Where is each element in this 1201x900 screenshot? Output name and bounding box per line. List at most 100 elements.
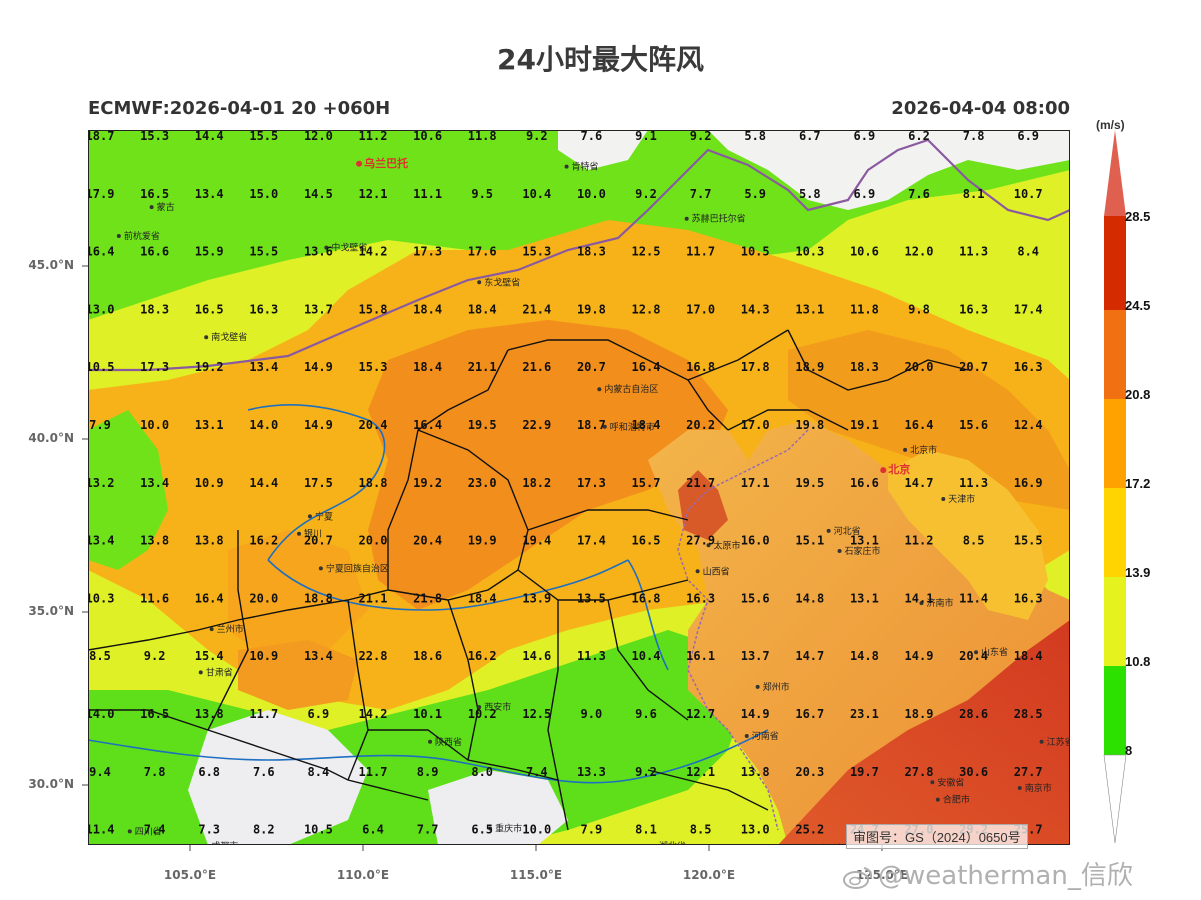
gust-value: 23.1: [850, 707, 879, 721]
gust-value: 10.7: [1014, 187, 1043, 201]
rivers: [88, 404, 769, 784]
gust-value: 15.3: [359, 360, 388, 374]
gust-value: 14.8: [795, 591, 824, 605]
gust-value: 7.8: [963, 130, 985, 143]
lat-label-35: 35.0°N: [28, 604, 74, 618]
gust-value: 11.3: [577, 649, 606, 663]
gust-value: 9.2: [690, 130, 712, 143]
legend-band-17-21: [1104, 399, 1126, 488]
gust-value: 16.1: [686, 649, 715, 663]
gust-value: 13.6: [304, 245, 333, 259]
gust-value: 17.0: [686, 302, 715, 316]
gust-value: 10.6: [413, 130, 442, 143]
gust-value: 16.6: [850, 476, 879, 490]
gust-value: 21.7: [686, 476, 715, 490]
gust-value: 6.9: [854, 187, 876, 201]
gust-value: 13.5: [577, 591, 606, 605]
place-label: 中戈壁省: [331, 242, 367, 254]
place-marker: [297, 531, 302, 536]
gust-value: 7.4: [144, 823, 166, 837]
gust-value: 5.8: [799, 187, 821, 201]
gust-value: 19.5: [795, 476, 824, 490]
gust-value: 16.4: [632, 360, 661, 374]
gust-value: 16.3: [1014, 591, 1043, 605]
gust-value: 27.7: [1014, 765, 1043, 779]
lat-label-40: 40.0°N: [28, 431, 74, 445]
gust-map[interactable]: 乌兰巴托肯特省蒙古苏赫巴托尔省前杭爱省中戈壁省东戈壁省南戈壁省黑龙江省哈尔滨市长…: [88, 130, 1070, 845]
gust-value: 16.8: [686, 360, 715, 374]
gust-value: 10.5: [741, 245, 770, 259]
gust-value: 14.7: [795, 649, 824, 663]
gust-value: 14.7: [905, 476, 934, 490]
coast-border: [677, 429, 809, 831]
place-marker: [706, 543, 711, 548]
gust-value: 25.2: [795, 823, 824, 837]
gust-value: 14.0: [249, 418, 278, 432]
legend-label-13-9: 13.9: [1125, 565, 1151, 580]
place-marker: [755, 684, 760, 689]
gust-value: 13.1: [850, 534, 879, 548]
place-label: 成都市: [211, 840, 238, 845]
gust-value: 8.1: [963, 187, 985, 201]
gust-value: 13.4: [140, 476, 169, 490]
gust-value: 8.5: [690, 823, 712, 837]
gust-value: 16.4: [413, 418, 442, 432]
zone-white-sw: [188, 710, 368, 845]
gust-value: 16.4: [88, 245, 114, 259]
gust-value: 15.5: [249, 130, 278, 143]
gust-value: 15.3: [522, 245, 551, 259]
gust-value: 21.1: [359, 591, 388, 605]
gust-value: 11.7: [359, 765, 388, 779]
gust-value: 11.8: [850, 302, 879, 316]
gust-value: 19.4: [522, 534, 551, 548]
gust-value: 18.3: [850, 360, 879, 374]
gust-value: 20.0: [905, 360, 934, 374]
gust-value: 10.4: [632, 649, 661, 663]
gust-value: 16.7: [795, 707, 824, 721]
place-label: 河北省: [834, 525, 861, 537]
place-marker: [744, 734, 749, 739]
gust-value: 8.5: [963, 534, 985, 548]
gust-value: 18.9: [905, 707, 934, 721]
map-title: 24小时最大阵风: [497, 43, 704, 76]
gust-value: 8.2: [253, 823, 275, 837]
gust-value: 8.5: [89, 649, 111, 663]
gust-value: 10.3: [795, 245, 824, 259]
gust-value: 20.4: [959, 649, 988, 663]
place-label: 江苏省: [1047, 736, 1070, 748]
gust-value: 6.4: [362, 823, 384, 837]
gust-value: 18.8: [304, 591, 333, 605]
gust-value: 30.6: [959, 765, 988, 779]
gust-value: 15.6: [959, 418, 988, 432]
gust-value: 13.1: [795, 302, 824, 316]
gust-value: 8.1: [635, 823, 657, 837]
gust-value: 18.2: [522, 476, 551, 490]
legend-label-24-5: 24.5: [1125, 298, 1151, 313]
gust-value: 11.2: [359, 130, 388, 143]
gust-value: 7.9: [581, 823, 603, 837]
gust-value: 7.6: [253, 765, 275, 779]
place-marker: [318, 566, 323, 571]
gust-value: 6.9: [308, 707, 330, 721]
place-label: 陕西省: [435, 736, 462, 748]
zone-orange-west: [228, 530, 368, 660]
gust-value: 10.0: [577, 187, 606, 201]
zone-white-nw: [558, 130, 648, 170]
lon-label-115: 115.0°E: [509, 868, 563, 882]
place-marker: [602, 424, 607, 429]
gust-value: 15.9: [195, 245, 224, 259]
place-label: 河南省: [752, 730, 779, 742]
place-label: 兰州市: [217, 623, 244, 635]
legend-units: (m/s): [1096, 118, 1125, 132]
gust-value: 14.4: [195, 130, 224, 143]
gust-value: 21.1: [468, 360, 497, 374]
gust-value: 20.0: [249, 591, 278, 605]
zone-orange-shaanxi: [238, 640, 358, 710]
gust-value: 9.2: [526, 130, 548, 143]
gust-value: 15.5: [249, 245, 278, 259]
legend-top-arrow: [1104, 130, 1126, 216]
gust-value: 13.1: [850, 591, 879, 605]
gust-value: 28.6: [959, 707, 988, 721]
gust-value: 11.7: [686, 245, 715, 259]
place-marker: [127, 829, 132, 834]
